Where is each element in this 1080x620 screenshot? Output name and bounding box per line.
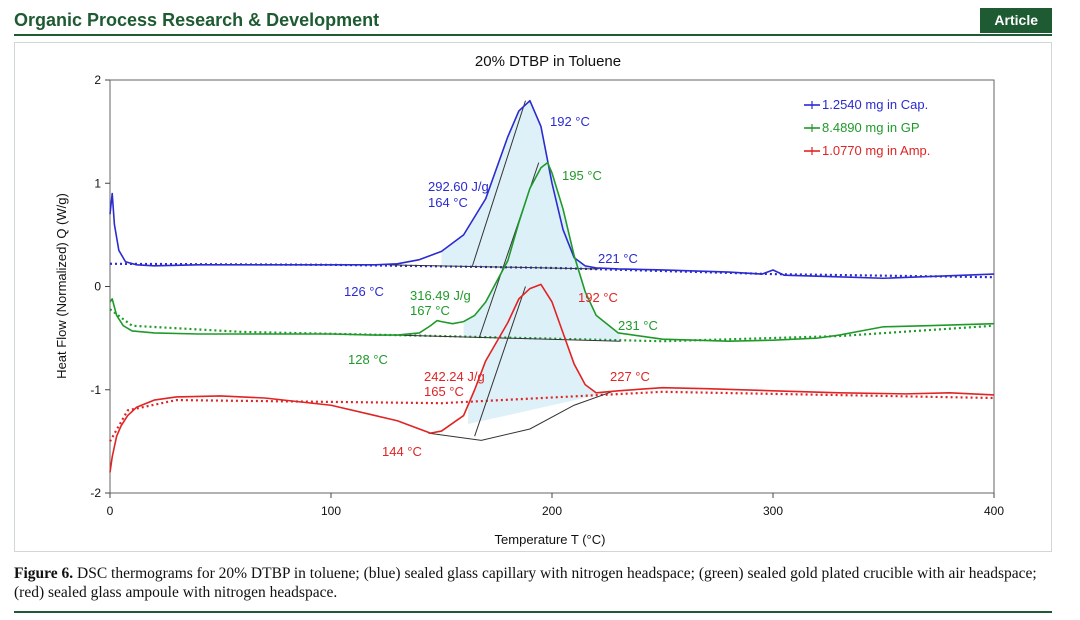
y-tick-label: 2: [94, 73, 101, 87]
tangent-line-1: [392, 334, 621, 342]
annotation-label: 221 °C: [598, 251, 638, 266]
series-line-2: [109, 283, 995, 473]
journal-header: Organic Process Research & Development A…: [14, 8, 1052, 36]
article-badge: Article: [980, 8, 1052, 33]
caption-label: Figure 6.: [14, 565, 74, 582]
y-tick-label: -1: [90, 383, 101, 397]
x-axis-label: Temperature T (°C): [495, 532, 606, 547]
bottom-rule: [14, 611, 1052, 613]
annotation-label: 167 °C: [410, 303, 450, 318]
tangent-line-3: [471, 100, 526, 267]
tangent-line-2: [428, 391, 612, 441]
annotation-label: 128 °C: [348, 352, 388, 367]
annotation-label: 144 °C: [382, 444, 422, 459]
figure-frame: [14, 42, 1052, 552]
y-tick-label: -2: [90, 486, 101, 500]
series-line-1: [109, 161, 995, 343]
legend-entry: 1.2540 mg in Cap.: [822, 97, 928, 112]
integration-area-1: [463, 162, 621, 342]
annotation-label: 192 °C: [550, 114, 590, 129]
annotation-label: 231 °C: [618, 318, 658, 333]
legend-entry: 1.0770 mg in Amp.: [822, 143, 930, 158]
journal-title: Organic Process Research & Development: [14, 10, 380, 30]
x-tick-label: 400: [984, 504, 1004, 518]
annotation-label: 192 °C: [578, 290, 618, 305]
legend-entry: 8.4890 mg in GP: [822, 120, 920, 135]
integration-area-2: [468, 284, 612, 425]
x-tick-label: 300: [763, 504, 783, 518]
caption-text: DSC thermograms for 20% DTBP in toluene;…: [14, 565, 1037, 601]
y-axis-label: Heat Flow (Normalized) Q (W/g): [54, 193, 69, 379]
annotation-label: 242.24 J/g: [424, 369, 485, 384]
figure-caption: Figure 6. DSC thermograms for 20% DTBP i…: [14, 564, 1054, 602]
annotation-label: 227 °C: [610, 369, 650, 384]
tangent-line-0: [388, 264, 599, 270]
x-tick-label: 200: [542, 504, 562, 518]
annotation-label: 165 °C: [424, 384, 464, 399]
y-tick-label: 1: [94, 176, 101, 190]
annotation-label: 164 °C: [428, 195, 468, 210]
annotation-label: 195 °C: [562, 168, 602, 183]
annotation-label: 126 °C: [344, 284, 384, 299]
tangent-line-5: [474, 286, 526, 437]
series-line-0: [109, 99, 995, 280]
y-tick-label: 0: [94, 280, 101, 294]
annotation-label: 292.60 J/g: [428, 179, 489, 194]
x-tick-label: 100: [321, 504, 341, 518]
chart-title: 20% DTBP in Toluene: [475, 53, 621, 70]
dsc-chart: 0 100 200 300 400 -2 -1 0 1 2 192 °C 292.60 J/g164…: [54, 53, 1004, 547]
annotation-label: 316.49 J/g: [410, 288, 471, 303]
x-tick-label: 0: [107, 504, 114, 518]
baseline-dotted-1: [109, 308, 995, 343]
baseline-dotted-0: [109, 262, 995, 279]
